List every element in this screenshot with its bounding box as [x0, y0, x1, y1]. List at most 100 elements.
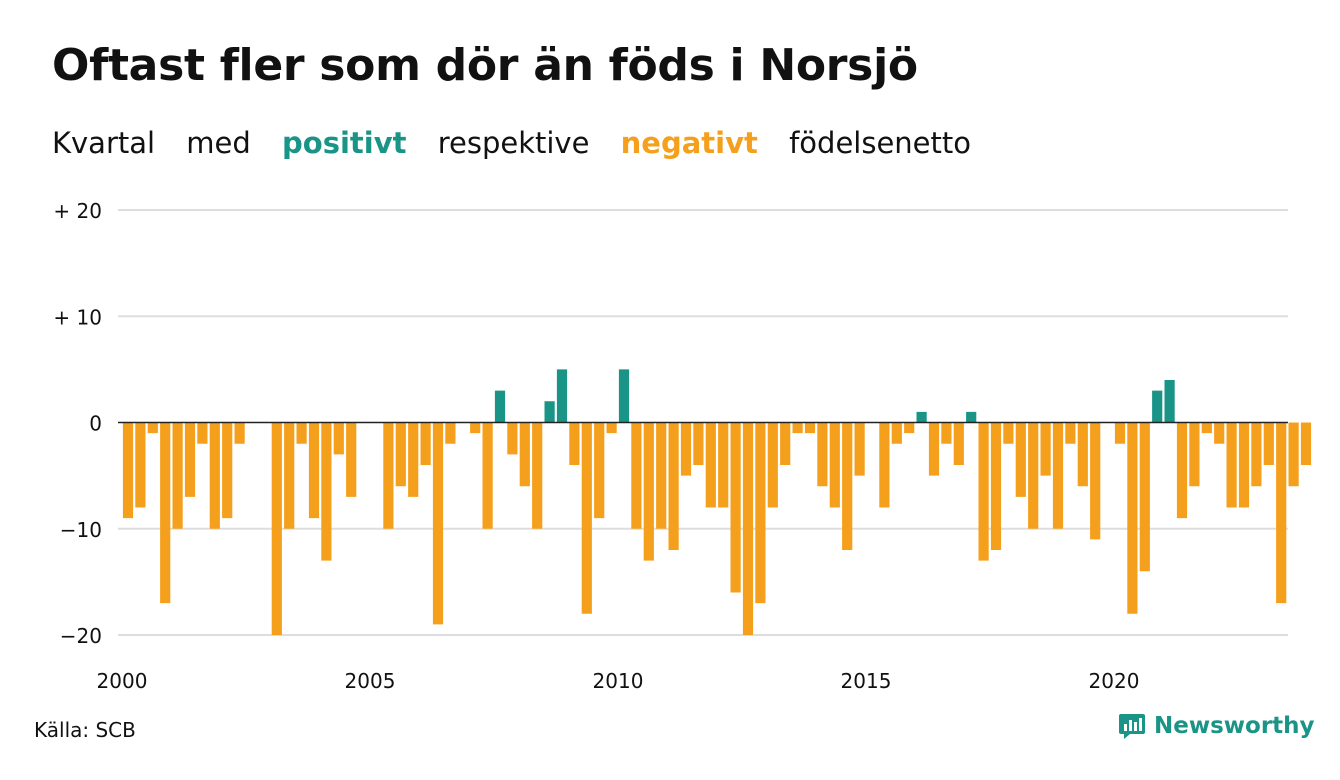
bar-2010K3	[643, 422, 654, 561]
bar-2011K2	[680, 422, 692, 476]
bar-2000K3	[147, 422, 158, 434]
y-tick-label: + 10	[53, 305, 102, 329]
brand-name: Newsworthy	[1154, 713, 1315, 739]
bar-2017K1	[966, 411, 977, 423]
subtitle-word-respektive: respektive	[437, 126, 590, 160]
x-tick-label: 2005	[345, 669, 396, 693]
bar-2004K2	[333, 422, 344, 455]
bar-2017K4	[1003, 422, 1014, 444]
bar-2008K1	[519, 422, 530, 487]
bar-2015K4	[904, 422, 915, 434]
bar-2014K3	[842, 422, 853, 550]
bar-2013K1	[767, 422, 778, 508]
bar-2020K2	[1127, 422, 1138, 614]
bar-chart-speech-bubble-icon	[1119, 714, 1145, 739]
bar-2021K3	[1189, 422, 1200, 487]
bar-2007K1	[470, 422, 481, 434]
bar-2016K1	[916, 411, 927, 423]
bar-2005K3	[395, 422, 406, 487]
bar-2021K1	[1164, 380, 1175, 423]
brand-logo: Newsworthy	[1118, 712, 1315, 740]
bar-2010K4	[656, 422, 667, 529]
bar-2019K1	[1065, 422, 1076, 444]
bar-2009K2	[581, 422, 592, 614]
chart-subtitle: Kvartal med positivt respektive negativt…	[52, 126, 993, 160]
bar-2012K1	[718, 422, 729, 508]
bar-2009K1	[569, 422, 580, 465]
bar-2023K3	[1288, 422, 1299, 487]
bar-2023K1	[1263, 422, 1274, 465]
bar-2013K2	[780, 422, 791, 465]
bar-2017K3	[990, 422, 1002, 550]
source-note: Källa: SCB	[34, 718, 136, 742]
bar-2002K1	[222, 422, 233, 519]
bar-2003K1	[271, 422, 282, 635]
bar-2015K3	[891, 422, 902, 444]
bar-2010K2	[631, 422, 642, 529]
bar-2020K1	[1114, 422, 1126, 444]
bar-2005K4	[408, 422, 419, 497]
bar-2006K2	[432, 422, 444, 625]
subtitle-negative-label: negativt	[620, 126, 758, 160]
x-tick-label: 2015	[841, 669, 892, 693]
bar-2001K3	[197, 422, 208, 444]
bar-2004K1	[321, 422, 332, 561]
bar-2018K3	[1040, 422, 1051, 476]
bar-2013K4	[804, 422, 816, 434]
x-tick-label: 2020	[1089, 669, 1140, 693]
bar-2012K3	[742, 422, 754, 635]
x-tick-label: 2010	[593, 669, 644, 693]
bar-2007K2	[482, 422, 493, 529]
subtitle-positive-label: positivt	[282, 126, 407, 160]
bar-2008K3	[544, 401, 555, 423]
y-tick-label: −20	[60, 624, 102, 648]
bar-2014K1	[817, 422, 828, 487]
bar-2002K2	[234, 422, 245, 444]
bar-2019K3	[1090, 422, 1101, 540]
bar-2015K2	[879, 422, 890, 508]
chart-title: Oftast fler som dör än föds i Norsjö	[52, 40, 918, 91]
bar-2010K1	[618, 369, 630, 423]
bar-2013K3	[792, 422, 803, 434]
bar-2016K4	[953, 422, 964, 465]
bar-2022K3	[1238, 422, 1250, 508]
bar-2003K2	[284, 422, 295, 529]
bar-2022K4	[1251, 422, 1262, 487]
subtitle-word-med: med	[186, 126, 251, 160]
bar-2016K2	[928, 422, 940, 476]
bar-2001K1	[172, 422, 183, 529]
bar-2000K4	[160, 422, 171, 604]
bar-2008K2	[532, 422, 543, 529]
bar-2007K4	[507, 422, 518, 455]
bar-2012K4	[755, 422, 766, 604]
subtitle-word-fodelsenetto: födelsenetto	[789, 126, 971, 160]
bar-2018K4	[1052, 422, 1064, 529]
y-tick-label: 0	[89, 412, 102, 436]
bar-2011K1	[668, 422, 679, 550]
bar-2020K4	[1152, 390, 1163, 423]
bar-2021K2	[1176, 422, 1188, 519]
bar-2011K4	[705, 422, 716, 508]
bar-2000K1	[122, 422, 134, 519]
bar-2022K1	[1214, 422, 1225, 444]
bar-chart: + 20 + 10 0 −10 −20 2000 2005 2010 2015 2020	[53, 199, 1312, 693]
bar-2009K3	[594, 422, 605, 519]
bar-2008K4	[556, 369, 568, 423]
bar-2003K3	[296, 422, 307, 444]
bar-2023K4	[1300, 422, 1312, 465]
bar-2006K1	[420, 422, 431, 465]
y-tick-label: −10	[60, 518, 102, 542]
bar-2006K3	[445, 422, 456, 444]
bar-2000K2	[135, 422, 146, 508]
bar-2009K4	[606, 422, 617, 434]
bar-2022K2	[1226, 422, 1237, 508]
bar-2014K4	[854, 422, 865, 476]
bar-2011K3	[693, 422, 704, 465]
x-tick-label: 2000	[97, 669, 148, 693]
y-tick-label: + 20	[53, 199, 102, 223]
bar-2020K3	[1139, 422, 1150, 572]
bar-2016K3	[941, 422, 952, 444]
bar-2003K4	[308, 422, 320, 519]
bar-2017K2	[978, 422, 989, 561]
bar-2019K2	[1077, 422, 1088, 487]
